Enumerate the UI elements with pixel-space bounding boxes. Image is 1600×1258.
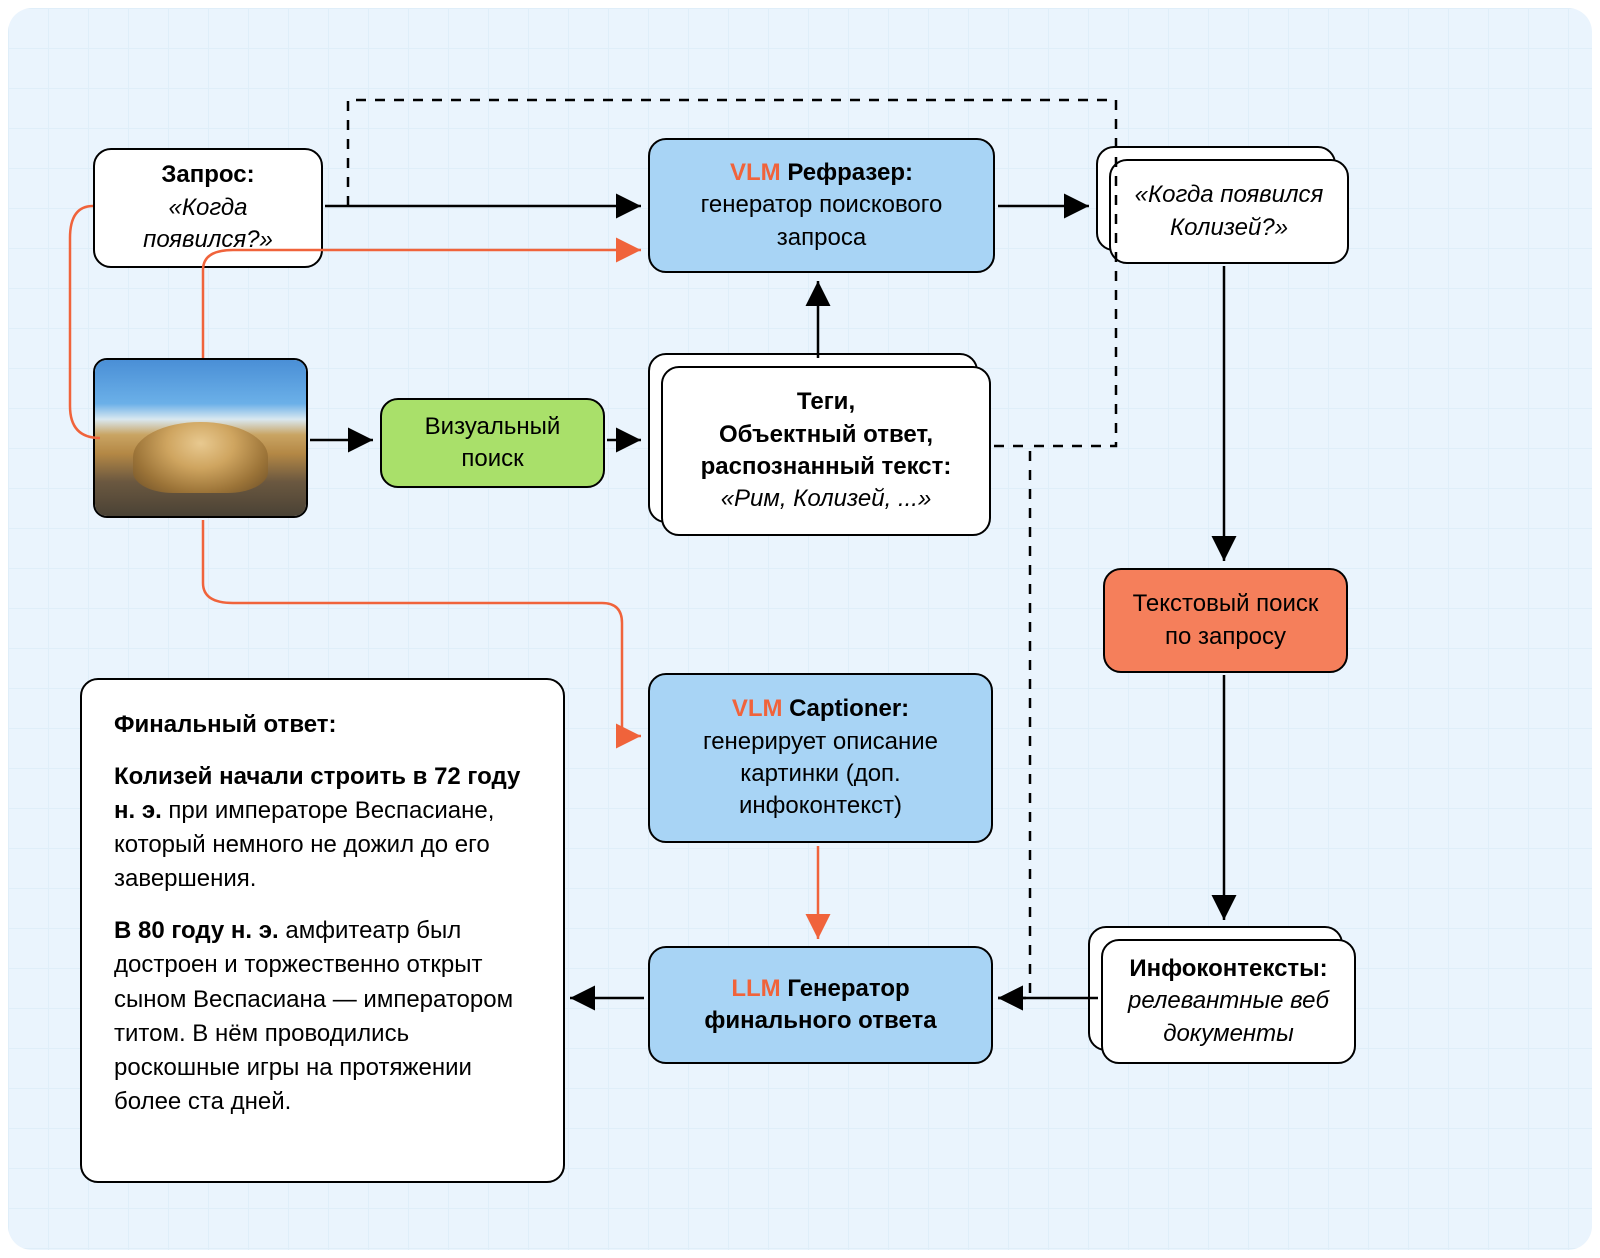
image-node [93,358,308,518]
text-search-text: Текстовый поиск по запросу [1125,588,1326,653]
tags-title: Теги, Объектный ответ, распознанный текс… [701,386,952,483]
final-p2-rest: амфитеатр был достроен и торжественно от… [114,917,513,1114]
final-answer-node: Финальный ответ: Колизей начали строить … [80,678,565,1183]
query-title: Запрос: [161,159,254,191]
vlm-rephraser-label: Рефразер: [787,159,913,186]
final-p2-bold: В 80 году н. э. [114,917,285,944]
llm-generator-title: LLM Генератор финального ответа [670,973,971,1038]
tags-text: «Рим, Колизей, ...» [721,483,932,515]
final-heading: Финальный ответ: [114,708,531,742]
llm-generator-node: LLM Генератор финального ответа [648,946,993,1064]
vlm-captioner-label: Captioner: [789,695,909,722]
vlm-captioner-title: VLM Captioner: [732,693,909,725]
info-contexts-node: Инфоконтексты: релевантные веб документы [1101,939,1356,1064]
visual-search-text: Визуальный поиск [402,411,583,476]
vlm-captioner-text: генерирует описание картинки (доп. инфок… [676,726,966,823]
vlm-prefix-1: VLM [730,159,787,186]
colosseum-image [95,360,306,516]
query-node: Запрос: «Когда появился?» [93,148,323,268]
vlm-rephraser-text: генератор поискового запроса [670,189,973,254]
vlm-captioner-node: VLM Captioner: генерирует описание карти… [648,673,993,843]
rephrased-text: «Когда появился Колизей?» [1131,179,1327,244]
info-text: релевантные веб документы [1123,985,1334,1050]
diagram-canvas: Запрос: «Когда появился?» Визуальный пои… [8,8,1592,1250]
info-title: Инфоконтексты: [1129,953,1327,985]
visual-search-node: Визуальный поиск [380,398,605,488]
vlm-rephraser-node: VLM Рефразер: генератор поискового запро… [648,138,995,273]
llm-prefix: LLM [731,975,787,1002]
vlm-rephraser-title: VLM Рефразер: [730,157,913,189]
rephrased-node: «Когда появился Колизей?» [1109,159,1349,264]
tags-node: Теги, Объектный ответ, распознанный текс… [661,366,991,536]
text-search-node: Текстовый поиск по запросу [1103,568,1348,673]
final-p1-rest: при императоре Веспасиане, который немно… [114,797,494,892]
vlm-prefix-2: VLM [732,695,789,722]
query-text: «Когда появился?» [115,192,301,257]
